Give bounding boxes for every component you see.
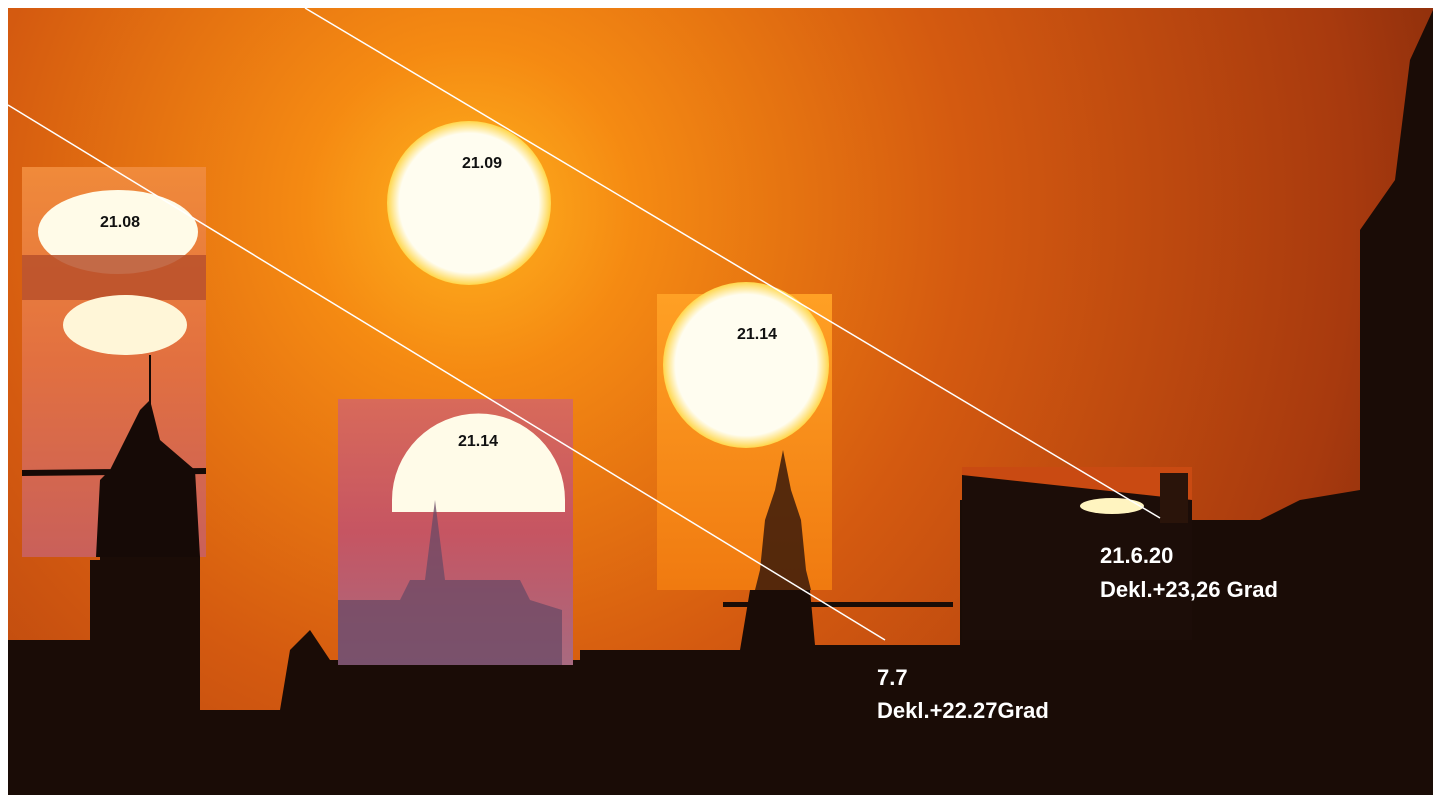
time-label: 21.14 [458, 433, 498, 450]
inset-panel [338, 399, 573, 665]
crane [723, 602, 953, 607]
date-label: 21.6.20 [1100, 543, 1173, 568]
date-label: 7.7 [877, 665, 908, 690]
declination-label: Dekl.+22.27Grad [877, 698, 1049, 723]
declination-label: Dekl.+23,26 Grad [1100, 577, 1278, 602]
time-label: 21.14 [737, 326, 777, 343]
sun [387, 121, 551, 285]
page: 21.09 21.08 21.14 21.14 21.6.20 Dekl.+23… [0, 0, 1443, 805]
time-label: 21.08 [100, 214, 140, 231]
time-label: 21.09 [462, 155, 502, 172]
photo-composite: 21.09 21.08 21.14 21.14 21.6.20 Dekl.+23… [0, 0, 1443, 805]
